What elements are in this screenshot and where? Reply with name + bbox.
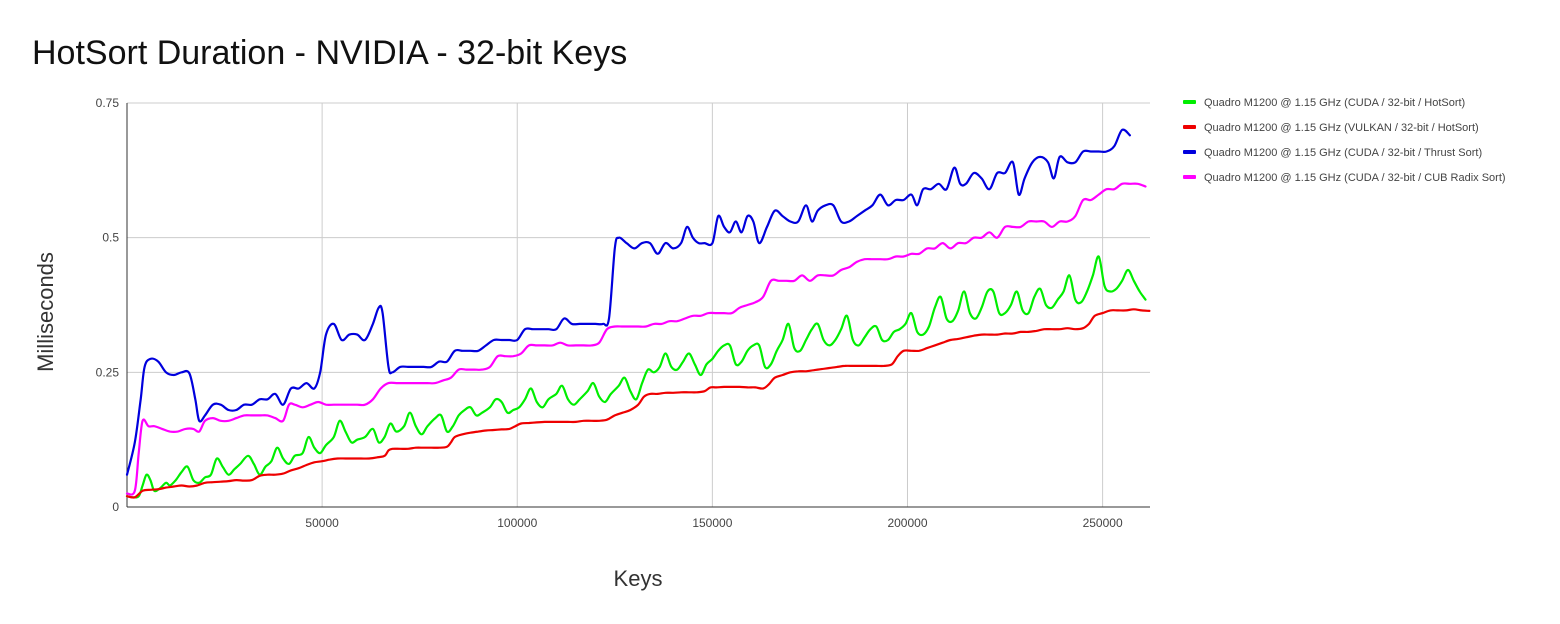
x-tick-label: 250000 bbox=[1083, 516, 1123, 530]
legend-label: Quadro M1200 @ 1.15 GHz (CUDA / 32-bit /… bbox=[1204, 97, 1465, 109]
legend-swatch bbox=[1183, 150, 1196, 154]
x-tick-label: 50000 bbox=[305, 516, 339, 530]
legend-swatch bbox=[1183, 125, 1196, 129]
x-tick-label: 150000 bbox=[692, 516, 732, 530]
series-line-2 bbox=[125, 128, 1131, 476]
series-line-1 bbox=[125, 308, 1151, 499]
y-axis-label: Milliseconds bbox=[33, 252, 58, 372]
axes: 0 0.25 0.5 0.75 50000 100000 150000 200000 25000… bbox=[96, 96, 1150, 530]
y-tick-label: 0.25 bbox=[96, 365, 120, 379]
legend-swatch bbox=[1183, 175, 1196, 179]
series-line-3 bbox=[125, 182, 1147, 496]
legend-swatch bbox=[1183, 100, 1196, 104]
legend-label: Quadro M1200 @ 1.15 GHz (CUDA / 32-bit /… bbox=[1204, 147, 1482, 159]
y-tick-label: 0.75 bbox=[96, 96, 120, 110]
legend: Quadro M1200 @ 1.15 GHz (CUDA / 32-bit /… bbox=[1183, 97, 1506, 184]
series-line-0 bbox=[125, 255, 1147, 499]
legend-label: Quadro M1200 @ 1.15 GHz (CUDA / 32-bit /… bbox=[1204, 172, 1506, 184]
y-tick-label: 0.5 bbox=[102, 231, 119, 245]
y-tick-label: 0 bbox=[112, 500, 119, 514]
x-axis-label: Keys bbox=[614, 566, 663, 591]
x-tick-label: 100000 bbox=[497, 516, 537, 530]
x-tick-label: 200000 bbox=[887, 516, 927, 530]
legend-label: Quadro M1200 @ 1.15 GHz (VULKAN / 32-bit… bbox=[1204, 122, 1479, 134]
series-lines bbox=[125, 128, 1151, 499]
chart-title: HotSort Duration - NVIDIA - 32-bit Keys bbox=[32, 34, 627, 72]
